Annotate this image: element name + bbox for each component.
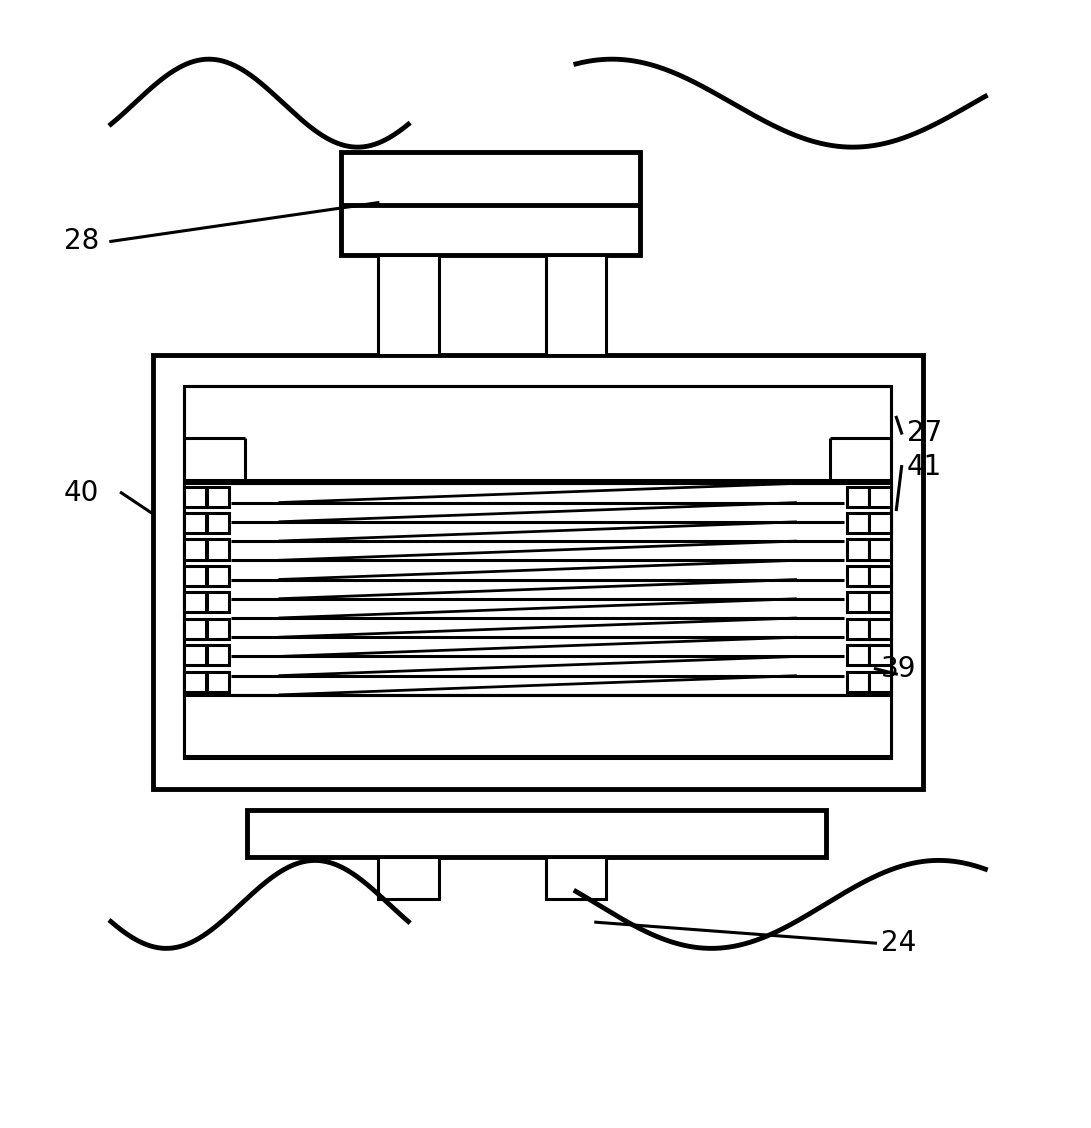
Bar [184,386,891,758]
Bar [847,566,868,585]
Text: 24: 24 [880,929,916,958]
Bar [847,645,868,666]
Bar [207,486,229,506]
Bar [870,486,891,506]
Bar [377,857,439,899]
Bar [847,513,868,534]
Bar [207,513,229,534]
Bar [546,255,607,354]
Bar [207,619,229,638]
Bar [870,566,891,585]
Bar [870,619,891,638]
Bar [207,671,229,691]
Bar [207,645,229,666]
Bar [184,671,206,691]
Bar [207,592,229,613]
Bar [870,539,891,559]
Bar [341,152,639,255]
Bar [184,486,206,506]
Bar [184,619,206,638]
Bar [153,354,923,790]
Text: 40: 40 [63,478,99,506]
Bar [847,539,868,559]
Bar [184,513,206,534]
Bar [870,592,891,613]
Bar [184,592,206,613]
Bar [207,539,229,559]
Bar [184,484,891,695]
Bar [184,539,206,559]
Bar [847,619,868,638]
Bar [870,513,891,534]
Text: 39: 39 [880,654,916,682]
Text: 41: 41 [907,452,943,481]
Bar [377,255,439,354]
Bar [847,671,868,691]
Bar [870,671,891,691]
Bar [184,645,206,666]
Text: 28: 28 [63,228,99,255]
Bar [847,486,868,506]
Bar [870,645,891,666]
Bar [247,810,826,857]
Bar [184,695,891,756]
Bar [546,857,607,899]
Bar [184,566,206,585]
Text: 27: 27 [907,420,943,447]
Bar [847,592,868,613]
Bar [207,566,229,585]
